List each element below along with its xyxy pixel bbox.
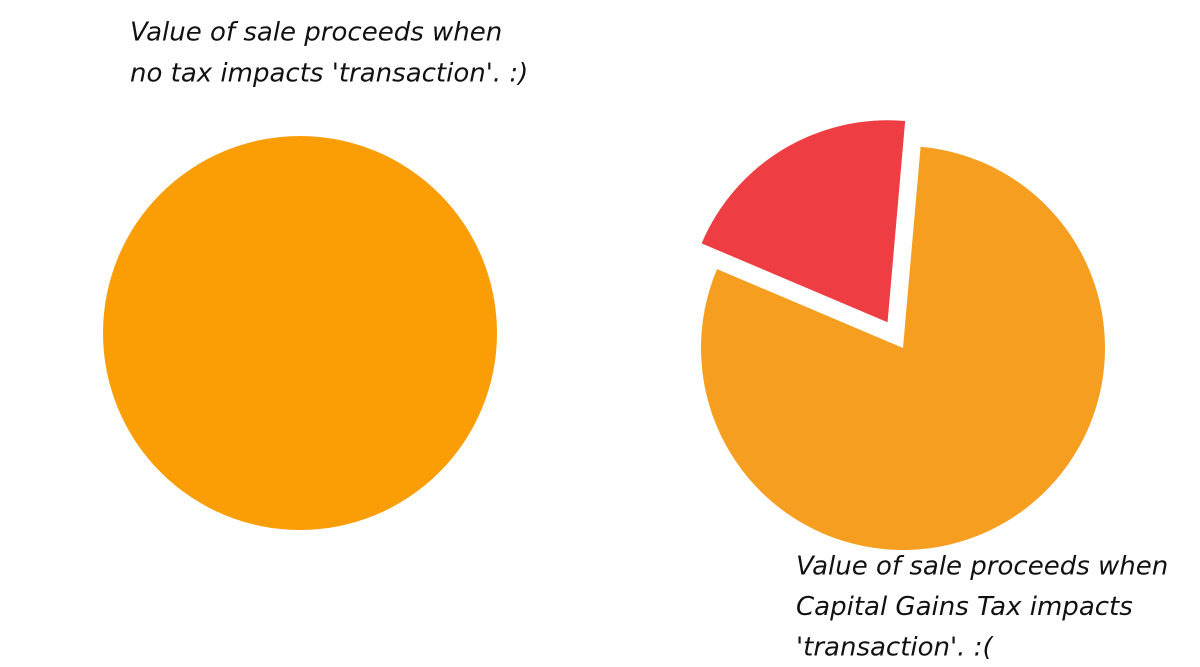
chart-title: no tax impacts 'transaction'. :) — [130, 59, 528, 89]
pie-slice — [701, 120, 906, 323]
chart-title: Value of sale proceeds when — [796, 552, 1168, 582]
chart-title: Value of sale proceeds when — [130, 18, 502, 48]
chart-title: 'transaction'. :( — [796, 633, 994, 663]
chart-title: Capital Gains Tax impacts — [796, 592, 1133, 622]
pie-slice — [103, 136, 497, 530]
pie-slice — [701, 146, 1105, 551]
